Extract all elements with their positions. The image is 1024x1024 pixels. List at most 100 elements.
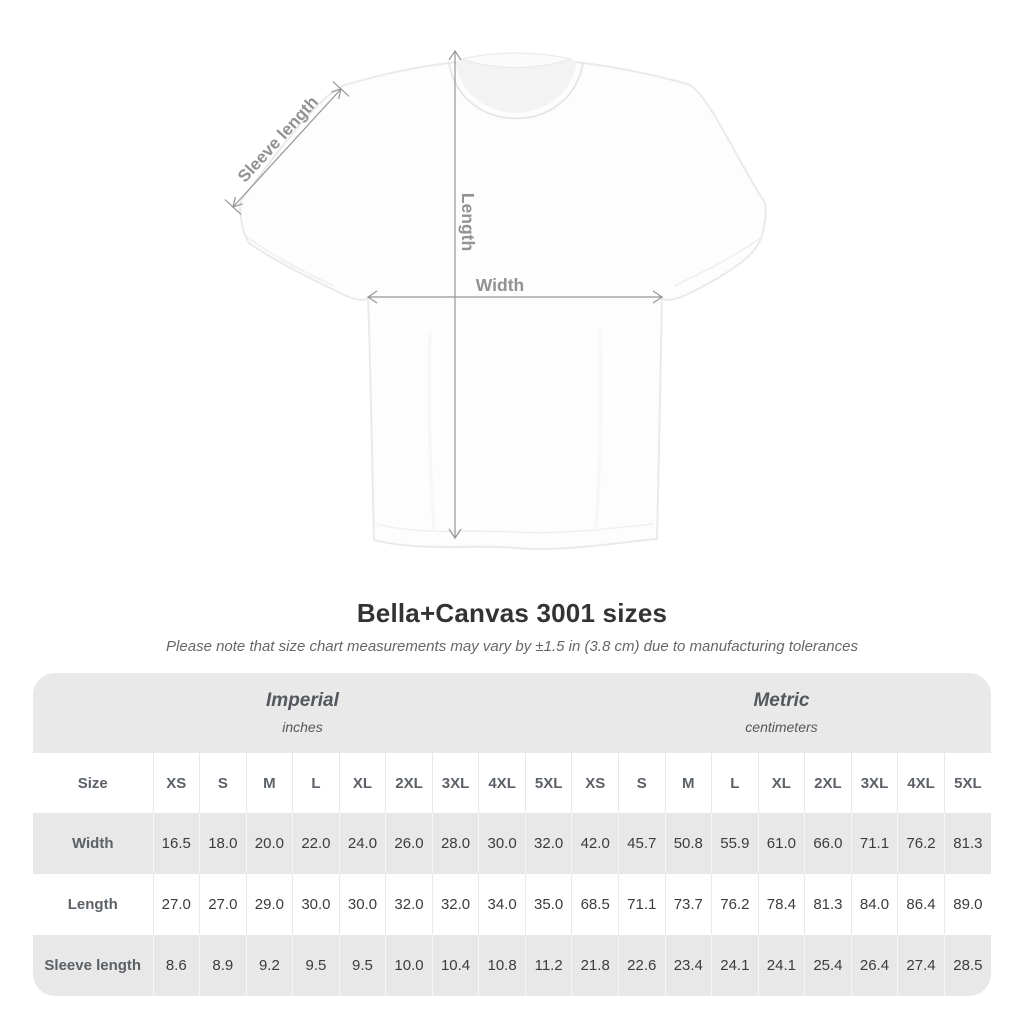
imperial-header: Imperial inches: [33, 673, 572, 753]
measurement-arrows: [224, 49, 664, 540]
tshirt-illustration: [239, 52, 767, 550]
size-column-header: XL: [338, 753, 386, 813]
measurement-cell: 26.4: [850, 935, 898, 996]
measurement-cell: 18.0: [199, 813, 247, 874]
imperial-unit-label: inches: [282, 719, 323, 735]
measurement-cell: 16.5: [152, 813, 200, 874]
measurement-cell: 29.0: [245, 874, 293, 935]
size-column-header: XL: [757, 753, 805, 813]
measurement-cell: 35.0: [524, 874, 572, 935]
tshirt-body: [239, 55, 767, 550]
metric-unit-label: centimeters: [745, 719, 818, 735]
size-chart-table: Imperial inches Metric centimeters Size …: [33, 673, 991, 996]
measurement-cell: 84.0: [850, 874, 898, 935]
size-corner-label: Size: [33, 753, 153, 813]
measurement-cell: 22.6: [617, 935, 666, 996]
collar-opening: [455, 54, 577, 113]
measurement-cell: 24.1: [711, 935, 759, 996]
measurement-cell: 30.0: [292, 874, 340, 935]
measurement-cell: 10.8: [478, 935, 526, 996]
measurement-cell: 89.0: [943, 874, 991, 935]
hem-seam: [376, 523, 655, 534]
size-column-header: 4XL: [897, 753, 945, 813]
width-label: Width: [476, 275, 524, 295]
measurement-cell: 10.0: [385, 935, 433, 996]
length-arrow: [448, 49, 462, 540]
size-header-row: Size XS S M L XL 2XL 3XL 4XL 5XL XS S M L XL 2XL 3XL 4XL…: [33, 753, 991, 813]
size-table-container: Imperial inches Metric centimeters Size …: [33, 673, 991, 996]
size-column-header: 5XL: [524, 753, 572, 813]
collar-outer-seam: [448, 62, 584, 120]
page-title: Bella+Canvas 3001 sizes: [356, 598, 668, 628]
size-column-header: M: [245, 753, 293, 813]
measurement-cell: 11.2: [524, 935, 572, 996]
size-column-header: S: [617, 753, 666, 813]
table-row: Sleeve length 8.6 8.9 9.2 9.5 9.5 10.0 10.4 10.8…: [33, 935, 991, 996]
measurement-cell: 27.0: [199, 874, 247, 935]
measurement-cell: 61.0: [757, 813, 805, 874]
measurement-cell: 21.8: [571, 935, 619, 996]
measurement-cell: 86.4: [897, 874, 945, 935]
length-label: Length: [458, 193, 478, 251]
metric-header: Metric centimeters: [571, 673, 991, 753]
measurement-cell: 66.0: [804, 813, 852, 874]
left-cuff-seam: [245, 235, 335, 287]
width-arrow: [366, 290, 664, 304]
measurement-cell: 81.3: [943, 813, 991, 874]
right-cuff-seam: [673, 237, 761, 287]
size-column-header: S: [199, 753, 247, 813]
size-table-body: Width 16.5 18.0 20.0 22.0 24.0 26.0 28.0 30.0 32.…: [33, 813, 991, 996]
size-column-header: L: [711, 753, 759, 813]
row-label: Width: [33, 813, 153, 874]
measurement-cell: 42.0: [571, 813, 619, 874]
measurement-cell: 68.5: [571, 874, 619, 935]
measurement-cell: 8.6: [152, 935, 200, 996]
imperial-label: Imperial: [266, 690, 339, 711]
table-row: Length 27.0 27.0 29.0 30.0 30.0 32.0 32.0 34.0 35…: [33, 874, 991, 935]
measurement-cell: 73.7: [664, 874, 712, 935]
measurement-cell: 10.4: [431, 935, 479, 996]
measurement-cell: 55.9: [711, 813, 759, 874]
measurement-cell: 22.0: [292, 813, 340, 874]
measurement-cell: 71.1: [617, 874, 666, 935]
measurement-cell: 8.9: [199, 935, 247, 996]
measurement-cell: 50.8: [664, 813, 712, 874]
measurement-cell: 9.2: [245, 935, 293, 996]
measurement-cell: 71.1: [850, 813, 898, 874]
measurement-cell: 32.0: [385, 874, 433, 935]
measurement-cell: 76.2: [711, 874, 759, 935]
size-column-header: 4XL: [478, 753, 526, 813]
measurement-cell: 32.0: [524, 813, 572, 874]
measurement-cell: 32.0: [431, 874, 479, 935]
size-column-header: 2XL: [385, 753, 433, 813]
size-column-header: M: [664, 753, 712, 813]
measurement-cell: 45.7: [617, 813, 666, 874]
tshirt-diagram-svg: Sleeve length Length Width: [224, 49, 767, 550]
size-column-header: L: [292, 753, 340, 813]
measurement-cell: 78.4: [757, 874, 805, 935]
measurement-cell: 76.2: [897, 813, 945, 874]
collar-back-band: [459, 52, 573, 68]
unit-header-row: Imperial inches Metric centimeters: [33, 673, 991, 753]
size-column-header: 5XL: [943, 753, 991, 813]
measurement-cell: 27.4: [897, 935, 945, 996]
table-row: Width 16.5 18.0 20.0 22.0 24.0 26.0 28.0 30.0 32.…: [33, 813, 991, 874]
measurement-cell: 20.0: [245, 813, 293, 874]
measurement-cell: 26.0: [385, 813, 433, 874]
size-column-header: 2XL: [804, 753, 852, 813]
measurement-cell: 25.4: [804, 935, 852, 996]
measurement-cell: 27.0: [152, 874, 200, 935]
measurement-cell: 28.0: [431, 813, 479, 874]
tshirt-measurement-diagram: Sleeve length Length Width: [224, 49, 767, 550]
measurement-cell: 9.5: [292, 935, 340, 996]
row-label: Length: [33, 874, 153, 935]
size-column-header: 3XL: [850, 753, 898, 813]
measurement-cell: 24.0: [338, 813, 386, 874]
measurement-cell: 23.4: [664, 935, 712, 996]
measurement-cell: 30.0: [338, 874, 386, 935]
size-column-header: 3XL: [431, 753, 479, 813]
measurement-cell: 9.5: [338, 935, 386, 996]
measurement-cell: 30.0: [478, 813, 526, 874]
size-column-header: XS: [152, 753, 200, 813]
